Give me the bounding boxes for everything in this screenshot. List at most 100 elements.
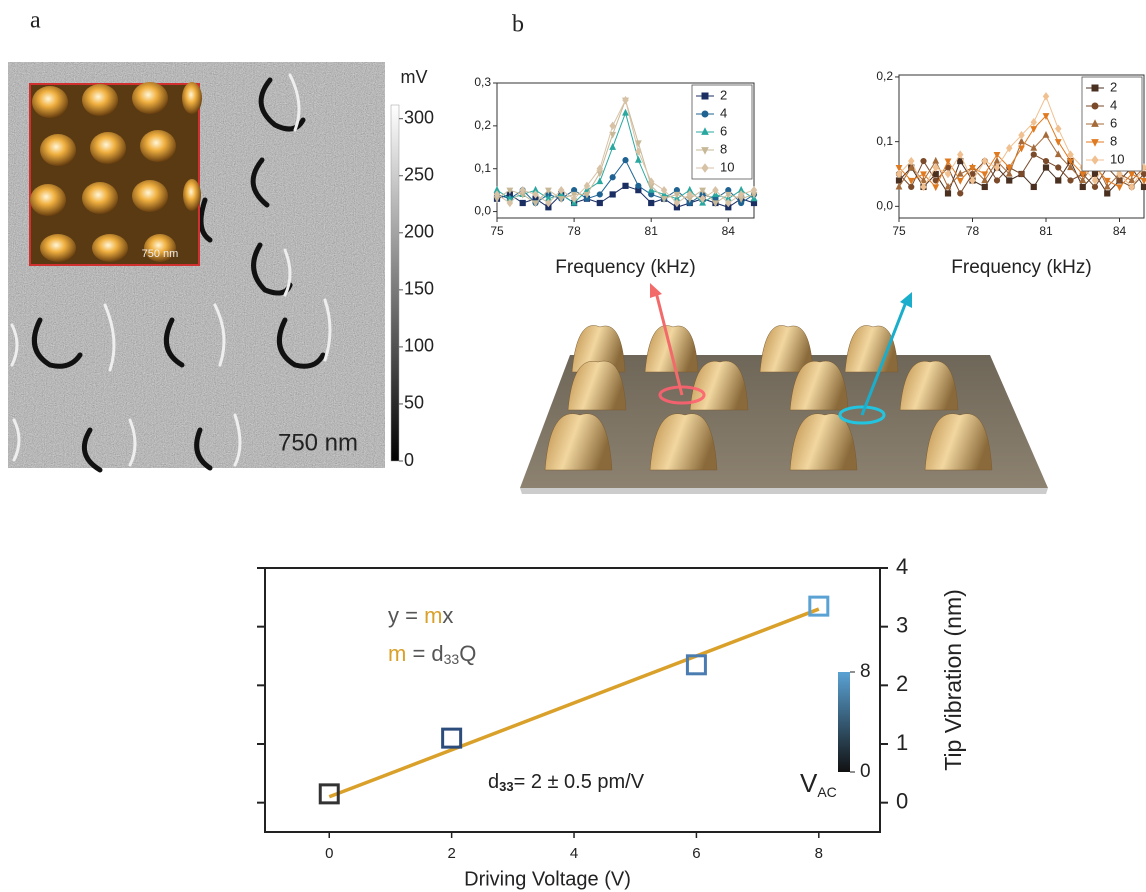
marker [1055,164,1062,171]
scale-bar: 750 nm [278,429,358,456]
colorbar-label-part: V [800,768,818,798]
marker [1030,151,1037,158]
marker [545,198,552,208]
legend-marker [1091,84,1099,92]
marker [493,190,501,199]
series [895,113,1146,192]
marker [1067,158,1074,166]
marker [609,131,617,139]
y-tick-label: 0,3 [474,75,491,89]
afm-image: 750 nm 750 nm [8,62,385,473]
marker [1018,137,1025,145]
marker [1030,126,1038,133]
marker [1091,170,1099,178]
marker [1140,170,1146,178]
legend-label: 10 [720,159,734,174]
x-tick-label: 78 [567,224,581,238]
marker [907,177,915,185]
annotation-part: = 2 ± 0.5 pm/V [514,771,645,793]
marker [558,185,565,195]
y-axis-label: Tip Vibration (nm) [940,589,966,771]
marker [908,183,915,191]
series [493,95,758,208]
marker [1005,164,1013,172]
marker [920,182,927,192]
marker [634,140,642,148]
marker [1018,170,1025,178]
plot-frame [496,82,755,219]
marker [993,163,1001,172]
marker [944,169,952,179]
y-tick-label: 0,2 [876,69,893,83]
marker [932,163,939,172]
y-tick-label: 4 [896,554,908,579]
annotation: d33= 2 ± 0.5 pm/V [488,771,645,794]
point [441,727,463,749]
y-tick-label: 0 [896,788,908,813]
x-tick-label: 78 [966,224,980,238]
legend-label: 2 [1110,79,1117,94]
marker [932,156,940,164]
marker [570,194,578,203]
marker [1042,157,1050,165]
marker [609,191,616,198]
marker [1030,143,1038,151]
y-tick-label: 0,0 [474,204,491,218]
marker [622,108,629,116]
marker [673,198,681,208]
x-tick-label: 4 [570,845,578,862]
marker [1116,184,1123,192]
point [685,654,707,676]
marker [1067,177,1074,184]
marker [596,164,604,173]
marker [1140,177,1146,185]
marker [519,185,526,195]
marker [908,156,915,166]
marker [506,187,514,195]
point [808,595,830,617]
marker [1091,176,1099,185]
marker [724,191,732,199]
annotation-part: 33 [444,651,460,667]
marker [944,190,952,197]
y-tick-label: 0,2 [474,118,491,132]
marker [622,157,629,164]
marker [1091,183,1099,191]
marker [895,169,903,179]
marker [981,183,988,191]
marker [686,190,693,199]
marker [596,191,603,198]
colorbar-unit: mV [401,67,428,87]
marker [699,187,707,195]
fit-line [328,607,820,799]
y-tick-label: 0,0 [876,199,893,213]
marker [557,196,565,203]
marker [1005,169,1013,177]
marker [944,158,952,166]
marker [635,147,642,156]
marker [1128,171,1136,179]
marker [944,182,952,190]
marker [1018,145,1025,153]
annotation-part: x [442,603,453,628]
marker [660,196,668,203]
point [318,783,340,805]
panel-label: a [30,8,41,34]
legend-label: 4 [1110,97,1117,112]
y-tick-label: 1 [896,730,908,755]
colorbar-tick-label: 0 [860,761,871,782]
y-tick-label: 0,1 [876,134,893,148]
marker [1006,177,1013,184]
marker [1030,118,1037,127]
colorbar-tick-label: 50 [404,393,424,413]
marker [993,152,1001,159]
marker [712,185,719,195]
marker [1030,183,1037,191]
surface-3d [520,283,1048,494]
marker [1128,176,1136,184]
x-axis-label: Frequency (kHz) [951,257,1091,278]
marker [609,174,616,181]
x-tick-label: 0 [325,845,333,862]
legend-label: 10 [1110,151,1124,166]
legend-label: 6 [720,123,727,138]
